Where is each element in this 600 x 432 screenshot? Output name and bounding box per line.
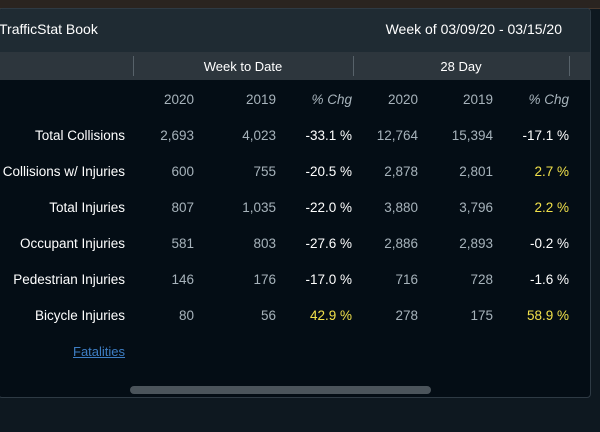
group-week-to-date: Week to Date xyxy=(203,59,283,74)
group-divider xyxy=(569,56,570,76)
cell-28d-2019: 2,893 xyxy=(459,236,493,251)
cell-wtd-chg: 42.9 % xyxy=(309,308,352,323)
cell-28d-2020: 716 xyxy=(395,272,418,287)
row-label: Bicycle Injuries xyxy=(34,308,125,323)
group-divider xyxy=(133,56,134,76)
cell-wtd-chg: -20.5 % xyxy=(305,164,352,179)
row-label: Pedestrian Injuries xyxy=(13,272,125,287)
cell-28d-chg: 58.9 % xyxy=(526,308,569,323)
cell-wtd-2019: 56 xyxy=(260,308,276,323)
app-title: TrafficStat Book xyxy=(0,21,98,37)
cell-wtd-chg: -17.0 % xyxy=(305,272,352,287)
cell-28d-2019: 15,394 xyxy=(451,128,493,143)
cell-28d-chg: -1.6 % xyxy=(529,272,569,287)
cell-28d-chg: -0.2 % xyxy=(529,236,569,251)
cell-wtd-2020: 600 xyxy=(171,164,194,179)
cell-28d-chg: -17.1 % xyxy=(522,128,569,143)
group-28-day: 28 Day xyxy=(440,59,482,74)
col-header-28d-2020[interactable]: 2020 xyxy=(387,92,418,107)
cell-wtd-2019: 755 xyxy=(253,164,276,179)
cell-wtd-2020: 2,693 xyxy=(160,128,194,143)
stats-panel: TrafficStat Book Week of 03/09/20 - 03/1… xyxy=(0,8,591,398)
cell-wtd-2020: 581 xyxy=(171,236,194,251)
cell-wtd-2020: 807 xyxy=(171,200,194,215)
row-label: Total Injuries xyxy=(49,200,125,215)
cell-28d-2019: 2,801 xyxy=(459,164,493,179)
cell-wtd-2020: 146 xyxy=(171,272,194,287)
col-header-wtd-chg[interactable]: % Chg xyxy=(311,92,352,107)
cell-wtd-chg: -27.6 % xyxy=(305,236,352,251)
cell-28d-chg: 2.7 % xyxy=(534,164,569,179)
cell-wtd-chg: -33.1 % xyxy=(305,128,352,143)
cell-wtd-2019: 803 xyxy=(253,236,276,251)
group-divider xyxy=(353,56,354,76)
cell-28d-2019: 175 xyxy=(470,308,493,323)
cell-28d-2020: 2,878 xyxy=(384,164,418,179)
row-label: Occupant Injuries xyxy=(19,236,125,251)
col-header-28d-chg[interactable]: % Chg xyxy=(528,92,569,107)
cell-28d-2020: 2,886 xyxy=(384,236,418,251)
cell-28d-2020: 3,880 xyxy=(384,200,418,215)
cell-28d-2019: 728 xyxy=(470,272,493,287)
column-group-header: Week to Date 28 Day xyxy=(0,52,590,80)
cell-wtd-2019: 1,035 xyxy=(242,200,276,215)
cell-28d-2019: 3,796 xyxy=(459,200,493,215)
scrollbar-thumb[interactable] xyxy=(130,386,431,394)
week-range-label: Week of 03/09/20 - 03/15/20 xyxy=(385,21,562,37)
cell-28d-chg: 2.2 % xyxy=(534,200,569,215)
cell-wtd-2019: 176 xyxy=(253,272,276,287)
col-header-28d-2019[interactable]: 2019 xyxy=(462,92,493,107)
cell-28d-2020: 278 xyxy=(395,308,418,323)
cell-wtd-chg: -22.0 % xyxy=(305,200,352,215)
cell-28d-2020: 12,764 xyxy=(376,128,418,143)
row-label: Total Collisions xyxy=(34,128,125,143)
panel-header: TrafficStat Book Week of 03/09/20 - 03/1… xyxy=(0,9,590,52)
col-header-wtd-2020[interactable]: 2020 xyxy=(163,92,194,107)
cell-wtd-2020: 80 xyxy=(178,308,194,323)
cell-wtd-2019: 4,023 xyxy=(242,128,276,143)
fatalities-link[interactable]: Fatalities xyxy=(73,344,126,359)
col-header-wtd-2019[interactable]: 2019 xyxy=(245,92,276,107)
row-label: Collisions w/ Injuries xyxy=(2,164,125,179)
